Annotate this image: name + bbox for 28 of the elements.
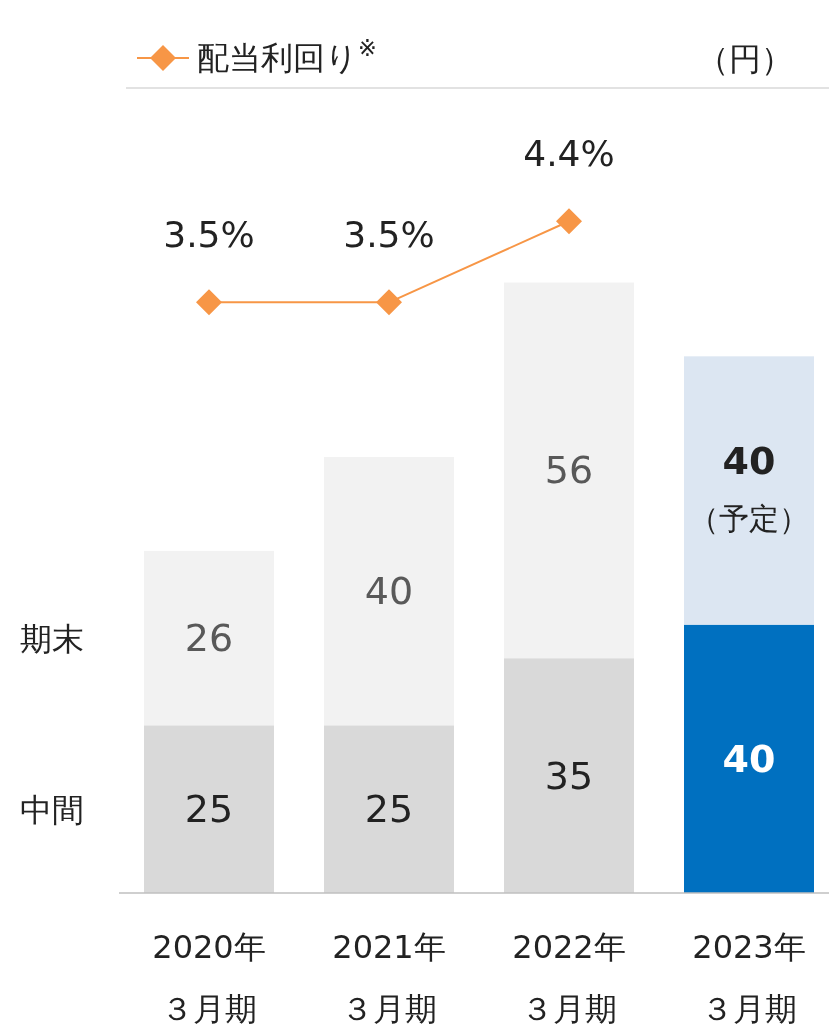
data-label: 4.4% bbox=[523, 133, 615, 175]
data-label: 25 bbox=[364, 787, 414, 832]
bar bbox=[684, 624, 814, 893]
data-label: 40 bbox=[722, 438, 776, 483]
data-label: 3.5% bbox=[343, 214, 435, 256]
data-label: 40 bbox=[722, 736, 776, 781]
bar bbox=[144, 725, 274, 893]
data-label: 35 bbox=[544, 753, 594, 798]
bar bbox=[324, 456, 454, 726]
bar bbox=[684, 356, 814, 625]
x-tick-label: 2020年３月期 bbox=[152, 928, 266, 1028]
data-label: 40 bbox=[364, 569, 414, 614]
series-label: 期末 bbox=[20, 620, 84, 659]
data-label: 26 bbox=[184, 616, 234, 661]
bar bbox=[324, 725, 454, 893]
x-tick-label: 2023年３月期 bbox=[692, 928, 806, 1028]
annotation: （予定） bbox=[689, 500, 809, 536]
legend-label: 配当利回り$^{※}$ bbox=[197, 35, 377, 77]
y-axis-title: （円） bbox=[697, 40, 793, 78]
bar bbox=[144, 550, 274, 726]
data-label: 25 bbox=[184, 787, 234, 832]
bar bbox=[504, 658, 634, 893]
data-label: 56 bbox=[544, 448, 594, 493]
x-tick-label: 2022年３月期 bbox=[512, 928, 626, 1028]
data-label: 3.5% bbox=[163, 214, 255, 256]
x-tick-label: 2021年３月期 bbox=[332, 928, 446, 1028]
bar bbox=[504, 282, 634, 659]
series-label: 中間 bbox=[20, 791, 84, 830]
